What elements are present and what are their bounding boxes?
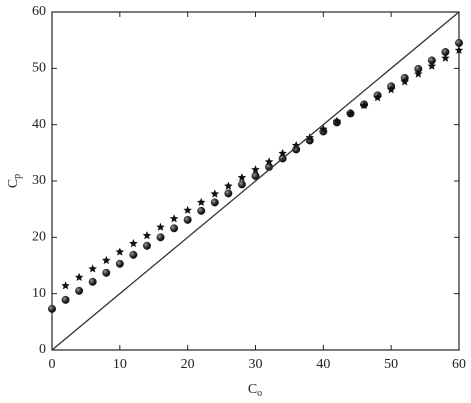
- star-point: [264, 157, 274, 166]
- star-point: [359, 101, 369, 110]
- circle-point: [224, 189, 233, 198]
- star-point: [102, 255, 111, 265]
- star-point: [142, 231, 152, 240]
- circle-point: [251, 171, 260, 180]
- star-point: [291, 141, 301, 150]
- x-tick-label: 30: [249, 357, 263, 372]
- star-point: [319, 124, 328, 133]
- circle-point: [75, 286, 84, 295]
- star-point: [454, 45, 464, 54]
- circle-point: [183, 215, 192, 224]
- circle-point: [129, 250, 138, 259]
- circle-point: [61, 295, 70, 304]
- x-tick-label: 10: [113, 357, 127, 372]
- y-tick-label: 0: [39, 342, 46, 357]
- star-point: [332, 116, 342, 125]
- star-point: [346, 108, 355, 117]
- circle-point: [48, 304, 57, 313]
- star-point: [278, 148, 287, 157]
- star-point: [373, 93, 382, 102]
- x-tick-label: 60: [452, 357, 466, 372]
- star-point: [115, 247, 125, 256]
- star-point: [441, 53, 450, 62]
- y-tick-label: 40: [32, 117, 46, 132]
- star-point: [224, 181, 233, 190]
- reference-line: [51, 11, 460, 351]
- star-point: [237, 173, 247, 182]
- star-point: [169, 214, 179, 223]
- star-point: [210, 189, 220, 198]
- star-point: [427, 61, 437, 70]
- star-point: [183, 205, 192, 214]
- circle-point: [142, 241, 151, 250]
- circle-point: [156, 233, 165, 242]
- circle-point: [210, 198, 219, 207]
- x-axis-label: Co: [248, 382, 262, 399]
- y-tick-label: 50: [32, 61, 46, 76]
- y-axis-label: Cp: [6, 174, 23, 188]
- star-point: [400, 77, 409, 86]
- star-point: [305, 133, 314, 142]
- y-tick-label: 60: [32, 4, 46, 19]
- circle-point: [115, 259, 124, 268]
- y-tick-label: 20: [32, 230, 46, 245]
- x-tick-label: 40: [316, 357, 330, 372]
- y-tick-label: 10: [32, 286, 46, 301]
- circle-point: [237, 180, 246, 189]
- circle-point: [455, 38, 464, 47]
- circle-point: [197, 206, 206, 215]
- star-point: [88, 264, 97, 273]
- star-point: [414, 69, 423, 78]
- circle-point: [88, 277, 97, 286]
- star-point: [129, 239, 138, 248]
- x-tick-label: 20: [181, 357, 195, 372]
- circle-point: [102, 268, 111, 277]
- star-point: [386, 85, 396, 94]
- x-tick-label: 50: [384, 357, 398, 372]
- star-point: [197, 197, 206, 206]
- circle-point: [170, 224, 179, 233]
- star-point: [156, 222, 165, 231]
- x-tick-label: 0: [49, 357, 56, 372]
- star-point: [251, 165, 260, 174]
- star-point: [61, 281, 70, 290]
- star-point: [74, 272, 84, 281]
- y-tick-label: 30: [32, 173, 46, 188]
